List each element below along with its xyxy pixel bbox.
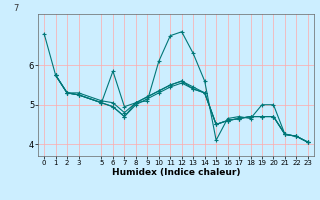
Text: 7: 7: [13, 4, 19, 13]
X-axis label: Humidex (Indice chaleur): Humidex (Indice chaleur): [112, 168, 240, 177]
